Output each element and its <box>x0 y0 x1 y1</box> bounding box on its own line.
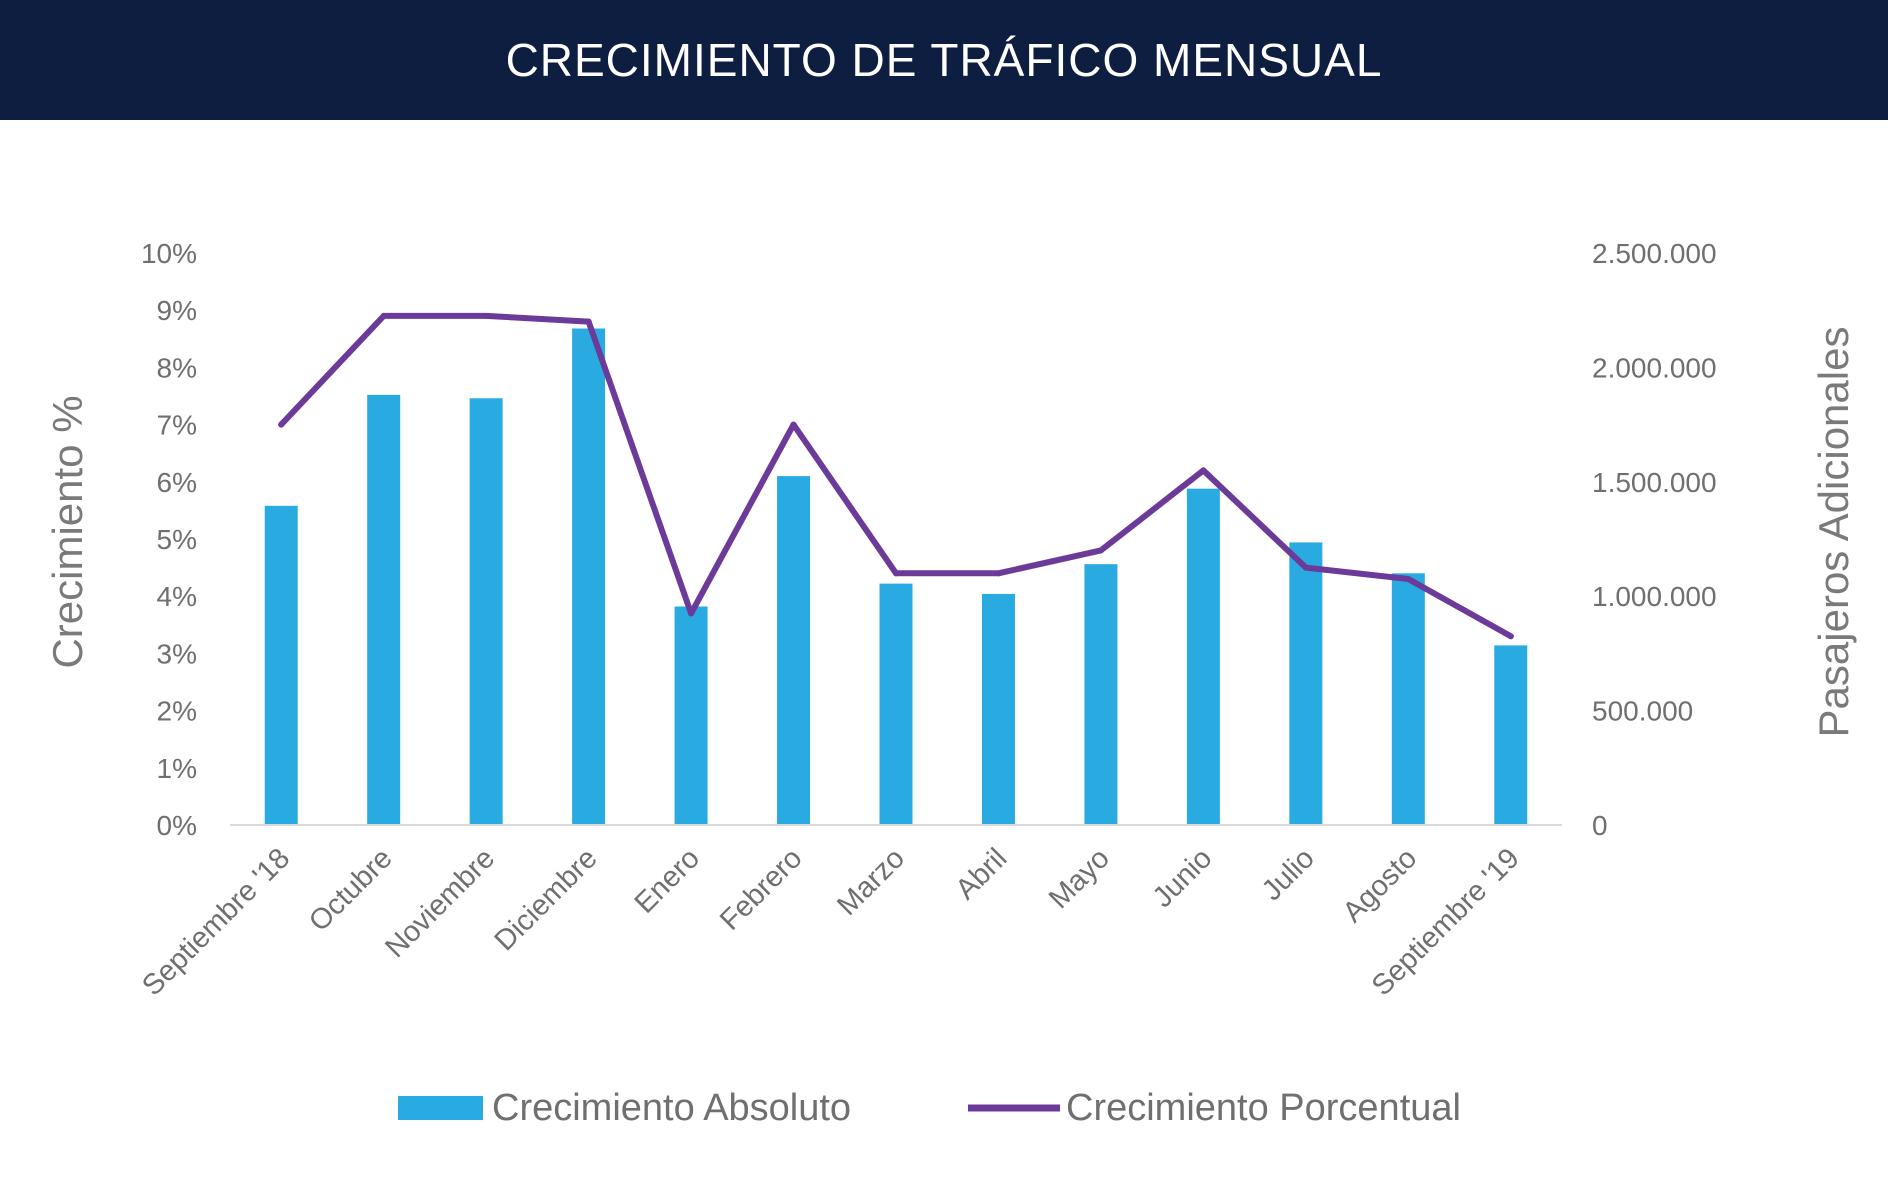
right-axis-ticks: 0 500.000 1.000.000 1.500.000 2.000.000 2.500… <box>1592 238 1717 841</box>
bar-series <box>264 328 1528 825</box>
left-tick-label: 1% <box>157 753 197 784</box>
left-tick-label: 7% <box>157 410 197 441</box>
line-point <box>893 570 899 577</box>
line-point <box>1302 564 1309 571</box>
chart-title: CRECIMIENTO DE TRÁFICO MENSUAL <box>505 34 1383 86</box>
left-tick-label: 8% <box>157 352 197 383</box>
left-tick-label: 5% <box>157 524 197 555</box>
line-point <box>585 318 592 325</box>
left-axis-ticks: 0% 1% 2% 3% 4% 5% 6% 7% 8% 9% 10% <box>141 238 197 841</box>
left-tick-label: 2% <box>157 696 197 727</box>
legend-bar-label: Crecimiento Absoluto <box>492 1087 851 1129</box>
bar <box>367 394 401 825</box>
legend: Crecimiento Absoluto Crecimiento Porcent… <box>398 1087 1461 1129</box>
bar <box>1289 542 1323 825</box>
bar <box>981 593 1015 825</box>
bar <box>1391 573 1425 825</box>
right-axis-title: Pasajeros Adicionales <box>1810 327 1857 738</box>
bar <box>674 606 708 825</box>
line-point <box>278 421 285 428</box>
right-tick-label: 500.000 <box>1592 696 1693 727</box>
left-tick-label: 0% <box>157 810 197 841</box>
left-axis-title: Crecimiento % <box>44 395 91 668</box>
category-label: Diciembre <box>489 842 604 957</box>
line-series <box>278 312 1514 640</box>
right-tick-label: 1.500.000 <box>1592 467 1717 498</box>
bar <box>572 328 606 825</box>
bar <box>264 505 298 825</box>
category-label: Marzo <box>831 842 911 922</box>
category-label: Mayo <box>1043 842 1116 915</box>
category-label: Febrero <box>714 842 808 936</box>
left-tick-label: 10% <box>141 238 197 269</box>
left-tick-label: 4% <box>157 581 197 612</box>
line-point <box>1507 633 1514 640</box>
category-label: Junio <box>1147 842 1219 914</box>
header-bar: CRECIMIENTO DE TRÁFICO MENSUAL <box>0 0 1888 120</box>
right-tick-label: 0 <box>1592 810 1608 841</box>
bar <box>1084 564 1118 825</box>
bar <box>879 583 913 825</box>
line-point <box>688 610 695 617</box>
category-label: Octubre <box>303 842 399 938</box>
line-point <box>1097 547 1104 554</box>
category-label: Enero <box>629 842 706 919</box>
line-point <box>790 421 797 428</box>
legend-bar-swatch <box>398 1096 483 1120</box>
left-tick-label: 3% <box>157 638 197 669</box>
line-point <box>1200 467 1207 474</box>
bar <box>777 476 811 825</box>
line-point <box>380 312 387 319</box>
category-label: Septiembre '18 <box>136 842 296 1002</box>
category-label: Noviembre <box>379 842 501 964</box>
line-point <box>1405 576 1412 583</box>
right-tick-label: 2.500.000 <box>1592 238 1717 269</box>
category-label: Abril <box>950 842 1014 906</box>
line-point <box>995 570 1002 577</box>
category-label: Julio <box>1256 842 1321 907</box>
bar <box>1494 645 1528 825</box>
left-tick-label: 9% <box>157 295 197 326</box>
right-tick-label: 2.000.000 <box>1592 352 1717 383</box>
line-point <box>483 312 490 319</box>
right-tick-label: 1.000.000 <box>1592 581 1717 612</box>
left-tick-label: 6% <box>157 467 197 498</box>
legend-line-label: Crecimiento Porcentual <box>1066 1087 1461 1129</box>
bar <box>469 398 503 825</box>
category-label: Agosto <box>1337 842 1423 928</box>
bar <box>1186 488 1220 825</box>
